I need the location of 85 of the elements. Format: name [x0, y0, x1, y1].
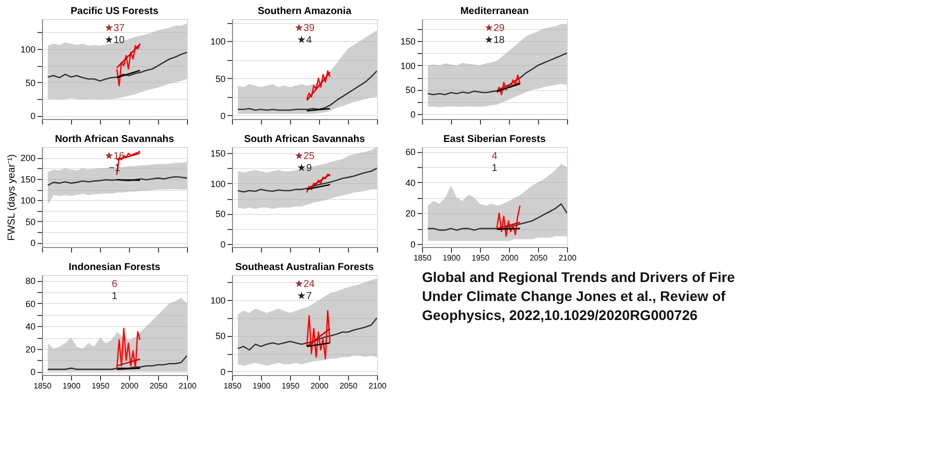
x-tick-label: 1850 — [414, 254, 432, 262]
y-tick-label: 100 — [210, 178, 226, 189]
x-tick-label: 1950 — [472, 254, 490, 262]
y-tick-label: 150 — [400, 36, 416, 46]
y-tick-label: 0 — [30, 238, 36, 248]
chart-title: North African Savannahs — [54, 134, 174, 145]
y-tick-label: 0 — [410, 239, 416, 250]
x-tick-label: 2000 — [120, 382, 139, 390]
line-series — [237, 317, 377, 351]
line-series — [237, 70, 377, 111]
line-series — [306, 310, 331, 360]
x-tick-label: 2050 — [340, 382, 358, 390]
annotation: ★25 — [294, 151, 315, 162]
y-tick-label: 100 — [20, 196, 36, 206]
x-tick-label: 1900 — [442, 254, 461, 262]
annotation: 6 — [112, 279, 118, 290]
line-series — [116, 328, 141, 370]
y-tick-label: 50 — [25, 216, 36, 227]
x-tick-label: 1850 — [34, 382, 52, 390]
y-tick-label: 100 — [400, 60, 416, 71]
y-tick-label: 0 — [220, 110, 226, 121]
y-tick-label: 60 — [405, 147, 416, 158]
y-axis-title: FWSL (days year⁻¹) — [6, 154, 18, 241]
y-tick-label: 50 — [215, 209, 226, 220]
y-tick-label: 20 — [25, 344, 36, 354]
chart-title: South African Savannahs — [244, 134, 366, 145]
x-tick-label: 2000 — [500, 254, 519, 262]
annotation: ★10 — [104, 35, 125, 46]
chart-title: Mediterranean — [460, 6, 529, 17]
line-series — [427, 52, 567, 96]
y-tick-label: 200 — [20, 153, 36, 164]
y-tick-label: 0 — [30, 111, 36, 122]
y-tick-label: 0 — [220, 239, 226, 250]
y-tick-label: 50 — [405, 85, 416, 96]
chart-title: Pacific US Forests — [70, 6, 159, 17]
x-tick-label: 1950 — [282, 382, 300, 390]
annotation: ★24 — [294, 279, 315, 290]
y-tick-label: 150 — [210, 148, 226, 159]
x-tick-label: 2100 — [558, 254, 577, 262]
y-tick-label: 50 — [25, 78, 36, 88]
x-tick-label: 1950 — [92, 382, 110, 390]
y-tick-label: 40 — [405, 178, 416, 188]
y-tick-label: 50 — [215, 74, 226, 84]
y-tick-label: 0 — [410, 110, 416, 120]
text: Global and Regional Trends and Drivers of Fire Under Climate Change Jones et al., Review of Geophysics, 2022,10.1029/2020RG000726 — [422, 269, 735, 323]
line-series — [116, 43, 141, 86]
y-tick-label: 0 — [220, 366, 226, 377]
annotation: ★37 — [104, 23, 125, 34]
y-tick-label: 0 — [30, 367, 36, 378]
annotation: 4 — [492, 151, 498, 162]
x-tick-label: 2100 — [178, 382, 197, 390]
annotation: ★29 — [484, 23, 505, 34]
y-tick-label: 150 — [20, 174, 36, 184]
chart-title: Southern Amazonia — [258, 6, 352, 17]
chart-title: Southeast Australian Forests — [235, 262, 374, 273]
y-tick-label: 100 — [210, 36, 226, 47]
chart-title: East Siberian Forests — [443, 134, 546, 145]
x-tick-label: 2100 — [368, 382, 387, 390]
y-tick-label: 20 — [405, 208, 416, 219]
chart-title: Indonesian Forests — [68, 262, 161, 273]
line-series — [47, 52, 187, 82]
line-series — [47, 176, 187, 186]
annotation: ★4 — [297, 35, 312, 46]
y-tick-label: 100 — [210, 296, 226, 306]
annotation: ★18 — [484, 35, 505, 46]
y-tick-label: 40 — [25, 322, 36, 332]
annotation: 1 — [492, 163, 498, 174]
x-tick-label: 2050 — [150, 382, 168, 390]
annotation: ★39 — [294, 23, 315, 34]
annotation: ★7 — [297, 291, 312, 302]
line-series — [496, 74, 521, 96]
annotation: 1 — [112, 291, 118, 302]
y-tick-label: 60 — [25, 298, 36, 309]
y-tick-label: 50 — [215, 331, 226, 342]
line-series — [427, 203, 567, 231]
x-tick-label: 2050 — [530, 254, 548, 262]
x-tick-label: 1900 — [62, 382, 81, 390]
x-tick-label: 2000 — [310, 382, 329, 390]
x-tick-label: 1900 — [252, 382, 271, 390]
y-tick-label: 80 — [25, 276, 36, 286]
line-series — [47, 355, 187, 370]
line-series — [496, 204, 521, 237]
annotation: ★9 — [297, 163, 312, 174]
x-tick-label: 1850 — [224, 382, 242, 390]
y-tick-label: 100 — [20, 44, 36, 54]
